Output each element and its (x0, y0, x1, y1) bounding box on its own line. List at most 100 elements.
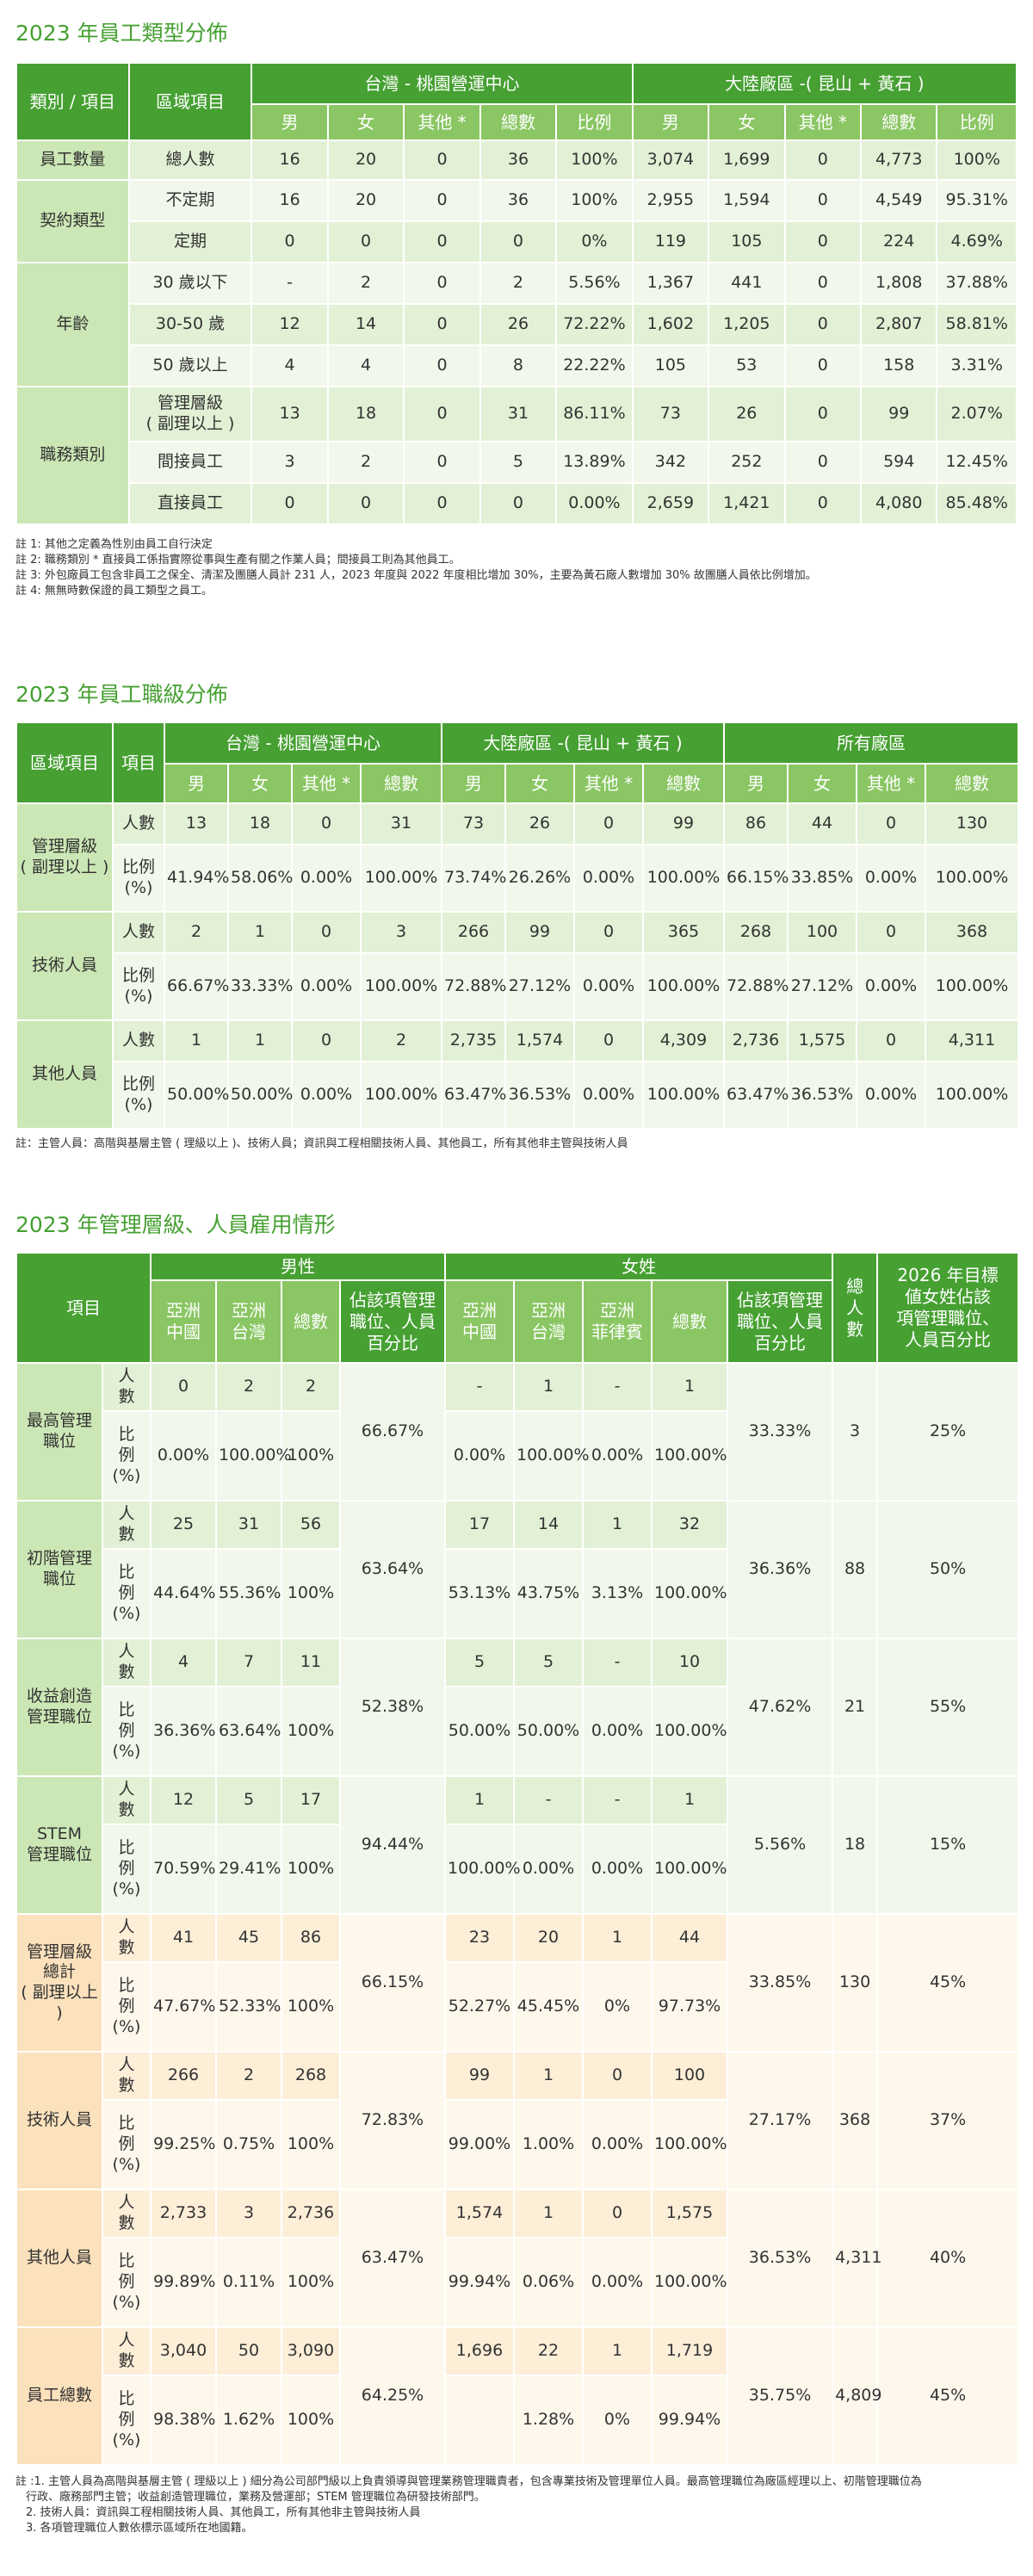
table-row: 間接員工 3 2 0 5 13.89% 342 252 0 594 12.45% (16, 441, 1018, 484)
col-header-female: 女 (708, 103, 786, 141)
target-cell: 45% (876, 1913, 1020, 2053)
headcount-cell: 4,809 (832, 2326, 881, 2466)
value-cell: 86.11% (555, 386, 634, 443)
value-cell: 0 (403, 303, 481, 346)
count-label: 人數 (112, 911, 165, 954)
female-ratio-cell: 0.00% (582, 1824, 653, 1915)
ratio-label: 比 例 (%) (102, 2099, 152, 2190)
female-ratio-cell: 45.45% (513, 1961, 584, 2053)
col-header-male: 男 (631, 103, 710, 141)
col-header-pct_f: 佔該項管理 職位、人員 百分比 (726, 1279, 834, 1364)
female-count-cell: 100 (651, 2051, 728, 2101)
value-cell: 100% (936, 139, 1018, 181)
col-header-other: 其他 * (403, 103, 481, 141)
male-ratio-cell: 100% (281, 2237, 341, 2328)
col-header-other: 其他 * (856, 763, 926, 804)
col-header-female: 女 (504, 763, 575, 804)
table-row: 收益創造 管理職位人 數 4 7 11 52.38% 5 5-10 47.62% 21 55% (15, 1638, 1020, 1777)
male-count-cell: 45 (215, 1913, 282, 1963)
employee-type-title: 2023 年員工類型分佈 (15, 21, 228, 46)
female-ratio-cell: 99.00% (444, 2099, 515, 2190)
col-header-male: 男 (441, 763, 506, 804)
value-cell: 14 (326, 303, 405, 346)
group-label: 最高管理 職位 (15, 1362, 103, 1502)
male-percent-cell: 66.15% (339, 1913, 446, 2053)
target-cell: 55% (876, 1638, 1020, 1777)
row-label: 30-50 歲 (127, 303, 253, 346)
employee-level-section: 2023 年員工職級分佈 區域項目 項目 台灣 - 桃園營運中心 大陸廠區 -( 昆山… (15, 680, 1019, 1152)
group-label: 管理層級 ( 副理以上 ) (15, 802, 114, 913)
female-count-cell: 1,696 (444, 2326, 515, 2376)
value-cell: 26 (708, 386, 786, 443)
col-header-total: 總數 (360, 763, 442, 804)
value-cell: 0 (251, 220, 329, 263)
male-count-cell: 56 (281, 1500, 341, 1550)
value-cell: 26 (479, 303, 558, 346)
male-ratio-cell: 100% (281, 1824, 341, 1915)
ratio-cell: 36.53% (504, 1061, 575, 1130)
table-row: 比 例 (%) 99.25% 0.75% 100% 99.00% 1.00% 0.00% 10… (16, 2099, 1018, 2190)
target-cell: 25% (876, 1362, 1020, 1502)
value-cell: 1,699 (708, 139, 786, 181)
table-row: 定期 0 0 0 0 0% 119 105 0 224 4.69% (16, 220, 1018, 263)
headcount-cell: 3 (832, 1362, 879, 1502)
ratio-label: 比例 (%) (112, 844, 165, 913)
female-ratio-cell: 0.00% (582, 1686, 653, 1777)
female-count-cell: 1 (582, 2326, 653, 2376)
value-cell: 1,602 (631, 303, 710, 346)
female-ratio-cell: 53.13% (444, 1548, 515, 1639)
value-cell: 4,773 (859, 139, 938, 181)
male-count-cell: 17 (281, 1775, 341, 1825)
male-ratio-cell: 0.00% (150, 1410, 217, 1502)
headcount-cell: 368 (832, 2051, 879, 2190)
table-row: 直接員工 0 0 0 0 0.00% 2,659 1,421 0 4,080 85.48% (16, 482, 1018, 525)
female-ratio-cell: 0.00% (582, 1410, 653, 1502)
value-cell: 31 (479, 386, 558, 443)
value-cell: 0 (403, 441, 481, 484)
male-percent-cell: 52.38% (339, 1638, 446, 1777)
ratio-cell: 50.00% (227, 1061, 293, 1130)
female-count-cell: 17 (444, 1500, 515, 1550)
count-cell: 0 (291, 911, 362, 954)
value-cell: 0 (403, 344, 481, 387)
col-header-pct_m: 佔該項管理 職位、人員 百分比 (339, 1279, 446, 1364)
female-count-cell: 1,575 (651, 2189, 728, 2239)
female-count-cell: 1 (582, 1913, 653, 1963)
count-cell: 100 (787, 911, 857, 954)
col-header-female: 女 (326, 103, 405, 141)
value-cell: 0 (403, 139, 481, 181)
region-china-header: 大陸廠區 -( 昆山 + 黃石 ) (631, 62, 1018, 105)
male-ratio-cell: 44.64% (150, 1548, 217, 1639)
table-row: 比例 (%) 50.00% 50.00% 0.00% 100.00% 63.47% 36.5… (16, 1061, 1019, 1130)
male-ratio-cell: 100.00% (215, 1410, 292, 1502)
ratio-cell: 100.00% (925, 844, 1019, 913)
value-cell: 1,367 (631, 262, 710, 305)
group-label: 技術人員 (15, 2051, 103, 2190)
female-ratio-cell: 100.00% (651, 1410, 728, 1502)
ratio-label: 比例 (%) (112, 1061, 165, 1130)
value-cell: 0 (403, 220, 481, 263)
male-count-cell: 3,040 (150, 2326, 217, 2376)
count-cell: 99 (642, 802, 725, 845)
value-cell: 12 (251, 303, 329, 346)
value-cell: 224 (859, 220, 938, 263)
male-count-cell: 5 (215, 1775, 282, 1825)
male-ratio-cell: 99.25% (150, 2099, 217, 2190)
count-cell: 86 (723, 802, 789, 845)
male-count-cell: 3,090 (281, 2326, 341, 2376)
value-cell: 3 (251, 441, 329, 484)
value-cell: 0 (479, 482, 558, 525)
headcount-cell: 18 (832, 1775, 879, 1915)
count-label: 人 數 (102, 1500, 152, 1550)
table-row: 比 例 (%) 99.89% 0.11% 100% 99.94% 0.06% 0.00% 10… (16, 2237, 1018, 2328)
ratio-cell: 50.00% (164, 1061, 229, 1130)
value-cell: 2,955 (631, 179, 710, 222)
value-cell: 4,080 (859, 482, 938, 525)
male-ratio-cell: 100% (281, 1410, 341, 1502)
col-header-total: 總數 (925, 763, 1019, 804)
female-count-cell: 22 (513, 2326, 584, 2376)
note-line: 註 4: 無無時數保證的員工類型之員工。 (15, 585, 213, 598)
value-cell: 4 (326, 344, 405, 387)
group-label: STEM 管理職位 (15, 1775, 103, 1915)
value-cell: - (251, 262, 329, 305)
